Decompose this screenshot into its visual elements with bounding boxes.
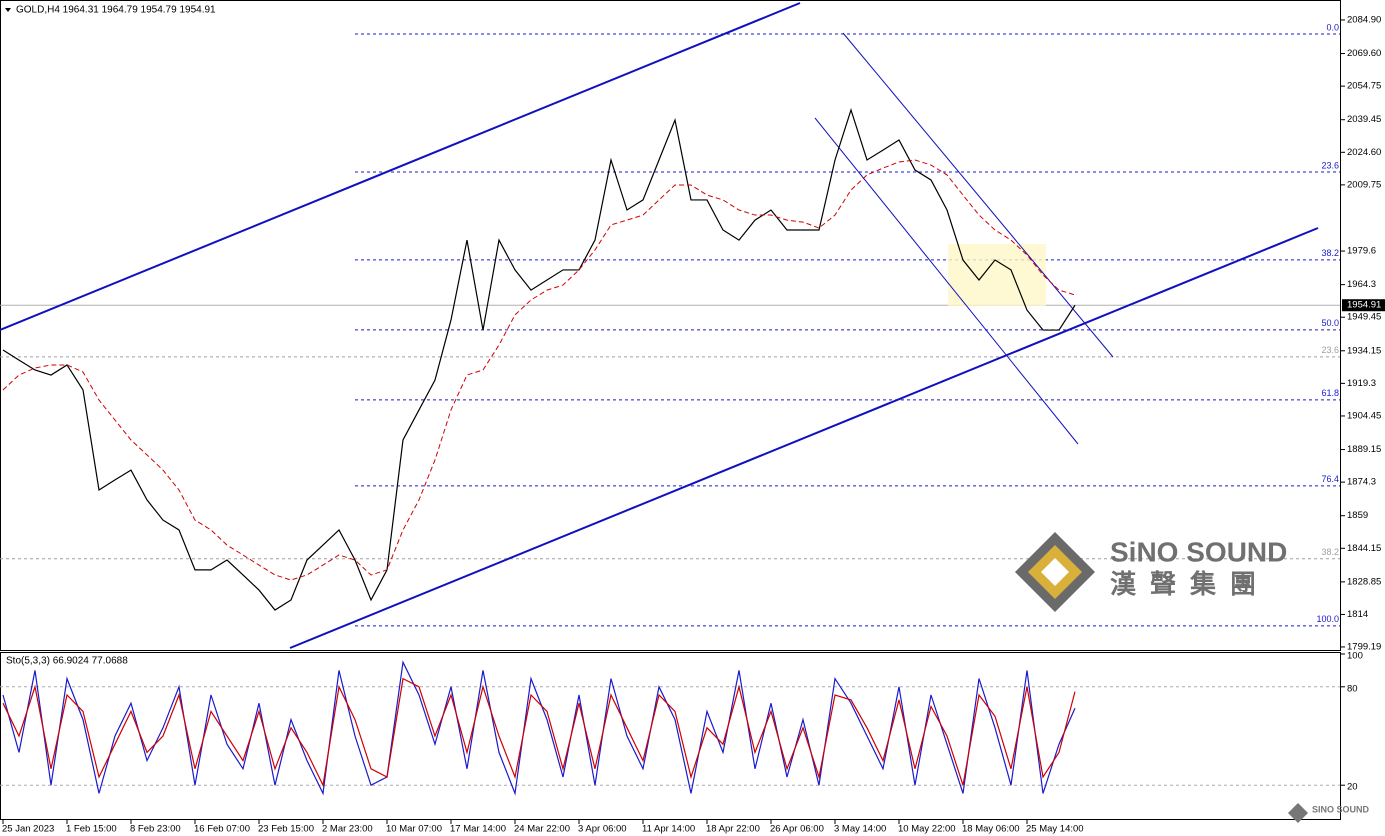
fib-label: 76.4 <box>1321 474 1339 484</box>
current-price-box <box>1342 299 1385 312</box>
x-tick-label: 26 Apr 06:00 <box>770 824 824 835</box>
y-tick-label: 2009.75 <box>1347 179 1381 190</box>
x-tick-label: 11 Apr 14:00 <box>642 824 695 835</box>
x-tick-label: 24 Mar 22:00 <box>514 824 570 835</box>
current-price-label: 1954.91 <box>1347 300 1381 311</box>
logo-diamond-inner <box>1041 558 1069 586</box>
fib-label: 50.0 <box>1321 318 1339 328</box>
logo-en: SiNO SOUND <box>1110 536 1287 567</box>
watermark-icon <box>1288 803 1308 823</box>
y-tick-label: 1949.45 <box>1347 312 1381 323</box>
series-line <box>2 677 1076 788</box>
trendlines <box>0 2 1319 649</box>
x-tick-label: 10 May 22:00 <box>898 824 956 835</box>
x-tick-label: 17 Mar 14:00 <box>450 824 506 835</box>
series-line <box>2 660 1076 796</box>
x-tick-label: 18 Apr 22:00 <box>706 824 760 835</box>
x-tick-label: 2 Mar 23:00 <box>322 824 373 835</box>
down-channel-lower <box>814 117 1079 445</box>
y-tick-label: 1799.19 <box>1347 641 1381 652</box>
y-tick-label: 1844.15 <box>1347 543 1381 554</box>
y-tick-label: 2039.45 <box>1347 114 1381 125</box>
fib-label: 38.2 <box>1321 547 1339 557</box>
y-tick-label: 1859 <box>1347 510 1368 521</box>
menu-arrow[interactable] <box>5 8 11 12</box>
x-tick-label: 8 Feb 23:00 <box>130 824 181 835</box>
series-line <box>2 107 1076 611</box>
y-tick-label: 1964.3 <box>1347 279 1376 290</box>
chart-header: GOLD,H4 1964.31 1964.79 1954.79 1954.91 <box>16 5 216 16</box>
fib-label: 23.6 <box>1321 160 1339 170</box>
down-channel-upper <box>842 32 1114 358</box>
channel-upper <box>0 2 801 331</box>
stoch-panel <box>0 652 1341 820</box>
fib-label: 38.2 <box>1321 248 1339 258</box>
y-tick-label: 2084.90 <box>1347 14 1381 25</box>
x-tick-label: 3 May 14:00 <box>834 824 886 835</box>
y-tick-label: 80 <box>1347 683 1358 694</box>
fib-label: 61.8 <box>1321 388 1339 398</box>
x-tick-label: 23 Feb 15:00 <box>258 824 314 835</box>
y-tick-label: 2054.75 <box>1347 81 1381 92</box>
y-tick-label: 2069.60 <box>1347 48 1381 59</box>
logo-zh: 漢聲集團 <box>1110 569 1270 599</box>
x-tick-label: 1 Feb 15:00 <box>66 824 117 835</box>
fib-label: 100.0 <box>1316 614 1339 624</box>
y-tick-label: 20 <box>1347 782 1358 793</box>
y-tick-label: 1814 <box>1347 609 1368 620</box>
y-tick-label: 1919.3 <box>1347 378 1376 389</box>
x-tick-label: 25 Jan 2023 <box>2 824 54 835</box>
stoch-title: Sto(5,3,3) 66.9024 77.0688 <box>6 656 128 667</box>
x-tick-label: 16 Feb 07:00 <box>194 824 250 835</box>
channel-lower <box>289 227 1319 649</box>
y-tick-label: 1934.15 <box>1347 345 1381 356</box>
y-tick-label: 100 <box>1347 651 1363 662</box>
x-tick-label: 25 May 14:00 <box>1026 824 1084 835</box>
x-tick-label: 10 Mar 07:00 <box>386 824 442 835</box>
y-tick-label: 1828.85 <box>1347 576 1381 587</box>
x-tick-label: 3 Apr 06:00 <box>578 824 627 835</box>
y-tick-label: 1889.15 <box>1347 444 1381 455</box>
logo: SiNO SOUND 漢聲集團 <box>1015 532 1287 612</box>
highlight-zone <box>948 244 1046 306</box>
y-tick-label: 2024.60 <box>1347 147 1381 158</box>
y-tick-label: 1979.6 <box>1347 246 1376 257</box>
y-tick-label: 1904.45 <box>1347 410 1381 421</box>
y-tick-label: 1874.3 <box>1347 477 1376 488</box>
fib-label: 0.0 <box>1326 22 1339 32</box>
watermark: SINO SOUND <box>1312 804 1370 814</box>
fib-label: 23.6 <box>1321 345 1339 355</box>
x-tick-label: 18 May 06:00 <box>962 824 1020 835</box>
